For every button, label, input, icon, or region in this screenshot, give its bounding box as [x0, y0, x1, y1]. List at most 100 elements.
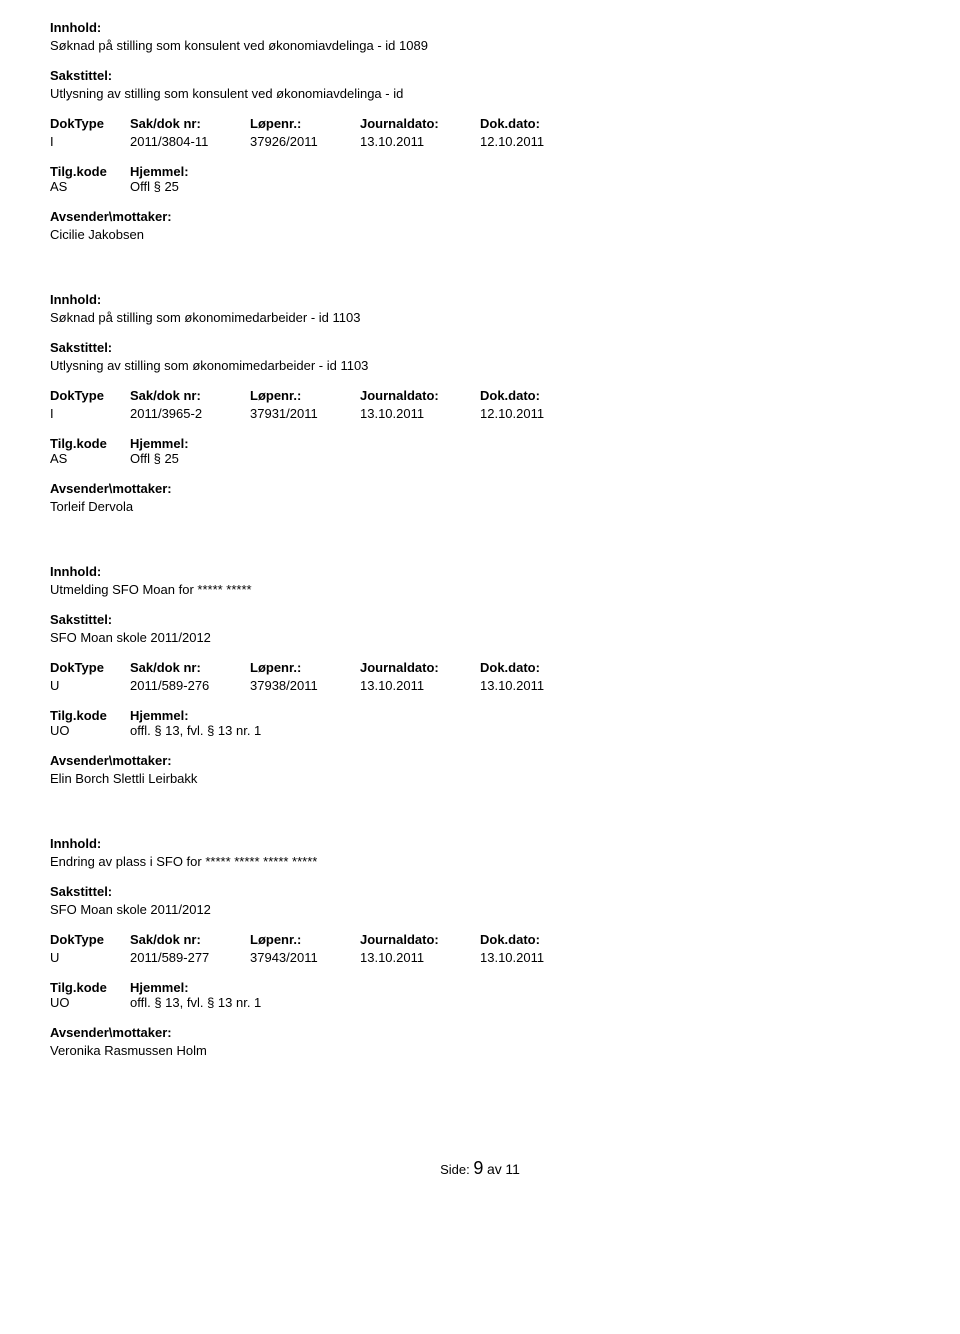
doktype-header: DokType — [50, 660, 130, 675]
hjemmel-value: offl. § 13, fvl. § 13 nr. 1 — [130, 723, 261, 738]
sakstittel-label: Sakstittel: — [50, 340, 910, 355]
avsender-label: Avsender\mottaker: — [50, 753, 910, 768]
tilgkode-header: Tilg.kode — [50, 436, 130, 451]
tilgkode-value: AS — [50, 451, 130, 466]
saknr-header: Sak/dok nr: — [130, 932, 250, 947]
innhold-label: Innhold: — [50, 836, 910, 851]
sakstittel-label: Sakstittel: — [50, 612, 910, 627]
tilgkode-header: Tilg.kode — [50, 708, 130, 723]
doktype-value: U — [50, 950, 130, 965]
columns-row: U 2011/589-276 37938/2011 13.10.2011 13.… — [50, 678, 910, 693]
journaldato-value: 13.10.2011 — [360, 134, 480, 149]
columns-row: I 2011/3804-11 37926/2011 13.10.2011 12.… — [50, 134, 910, 149]
dokdato-header: Dok.dato: — [480, 932, 590, 947]
saknr-header: Sak/dok nr: — [130, 388, 250, 403]
lopenr-header: Løpenr.: — [250, 932, 360, 947]
tilg-header: Tilg.kode Hjemmel: — [50, 980, 910, 995]
columns-header: DokType Sak/dok nr: Løpenr.: Journaldato… — [50, 388, 910, 403]
saknr-value: 2011/589-276 — [130, 678, 250, 693]
innhold-label: Innhold: — [50, 20, 910, 35]
lopenr-value: 37938/2011 — [250, 678, 360, 693]
hjemmel-value: Offl § 25 — [130, 179, 179, 194]
tilg-row: AS Offl § 25 — [50, 451, 910, 466]
columns-header: DokType Sak/dok nr: Løpenr.: Journaldato… — [50, 660, 910, 675]
dokdato-value: 12.10.2011 — [480, 406, 590, 421]
sakstittel-label: Sakstittel: — [50, 884, 910, 899]
avsender-value: Elin Borch Slettli Leirbakk — [50, 771, 910, 786]
lopenr-header: Løpenr.: — [250, 116, 360, 131]
lopenr-header: Løpenr.: — [250, 660, 360, 675]
lopenr-header: Løpenr.: — [250, 388, 360, 403]
tilg-header: Tilg.kode Hjemmel: — [50, 708, 910, 723]
doktype-value: I — [50, 406, 130, 421]
hjemmel-value: offl. § 13, fvl. § 13 nr. 1 — [130, 995, 261, 1010]
saknr-header: Sak/dok nr: — [130, 660, 250, 675]
record-3: Innhold: Utmelding SFO Moan for ***** **… — [50, 564, 910, 786]
tilgkode-header: Tilg.kode — [50, 980, 130, 995]
avsender-value: Torleif Dervola — [50, 499, 910, 514]
tilgkode-value: UO — [50, 723, 130, 738]
innhold-value: Søknad på stilling som konsulent ved øko… — [50, 38, 910, 53]
dokdato-value: 12.10.2011 — [480, 134, 590, 149]
journaldato-value: 13.10.2011 — [360, 406, 480, 421]
lopenr-value: 37943/2011 — [250, 950, 360, 965]
tilgkode-value: AS — [50, 179, 130, 194]
sakstittel-value: Utlysning av stilling som økonomimedarbe… — [50, 358, 910, 373]
journaldato-header: Journaldato: — [360, 116, 480, 131]
record-1: Innhold: Søknad på stilling som konsulen… — [50, 20, 910, 242]
footer-total-pages: 11 — [505, 1161, 520, 1177]
footer-av-label: av — [487, 1161, 502, 1177]
saknr-value: 2011/589-277 — [130, 950, 250, 965]
tilg-header: Tilg.kode Hjemmel: — [50, 436, 910, 451]
lopenr-value: 37926/2011 — [250, 134, 360, 149]
dokdato-value: 13.10.2011 — [480, 678, 590, 693]
tilgkode-header: Tilg.kode — [50, 164, 130, 179]
hjemmel-header: Hjemmel: — [130, 164, 189, 179]
innhold-value: Endring av plass i SFO for ***** ***** *… — [50, 854, 910, 869]
journaldato-value: 13.10.2011 — [360, 950, 480, 965]
dokdato-header: Dok.dato: — [480, 388, 590, 403]
saknr-value: 2011/3965-2 — [130, 406, 250, 421]
avsender-label: Avsender\mottaker: — [50, 1025, 910, 1040]
footer-side-label: Side: — [440, 1162, 470, 1177]
columns-header: DokType Sak/dok nr: Løpenr.: Journaldato… — [50, 932, 910, 947]
sakstittel-value: Utlysning av stilling som konsulent ved … — [50, 86, 910, 101]
tilg-row: AS Offl § 25 — [50, 179, 910, 194]
journaldato-header: Journaldato: — [360, 388, 480, 403]
saknr-value: 2011/3804-11 — [130, 134, 250, 149]
dokdato-header: Dok.dato: — [480, 660, 590, 675]
dokdato-header: Dok.dato: — [480, 116, 590, 131]
dokdato-value: 13.10.2011 — [480, 950, 590, 965]
doktype-header: DokType — [50, 116, 130, 131]
tilg-row: UO offl. § 13, fvl. § 13 nr. 1 — [50, 995, 910, 1010]
avsender-label: Avsender\mottaker: — [50, 209, 910, 224]
avsender-value: Cicilie Jakobsen — [50, 227, 910, 242]
innhold-label: Innhold: — [50, 564, 910, 579]
doktype-header: DokType — [50, 388, 130, 403]
record-2: Innhold: Søknad på stilling som økonomim… — [50, 292, 910, 514]
sakstittel-value: SFO Moan skole 2011/2012 — [50, 630, 910, 645]
lopenr-value: 37931/2011 — [250, 406, 360, 421]
hjemmel-header: Hjemmel: — [130, 436, 189, 451]
journaldato-header: Journaldato: — [360, 660, 480, 675]
hjemmel-value: Offl § 25 — [130, 451, 179, 466]
record-4: Innhold: Endring av plass i SFO for ****… — [50, 836, 910, 1058]
tilgkode-value: UO — [50, 995, 130, 1010]
innhold-value: Utmelding SFO Moan for ***** ***** — [50, 582, 910, 597]
hjemmel-header: Hjemmel: — [130, 708, 189, 723]
avsender-label: Avsender\mottaker: — [50, 481, 910, 496]
hjemmel-header: Hjemmel: — [130, 980, 189, 995]
columns-row: I 2011/3965-2 37931/2011 13.10.2011 12.1… — [50, 406, 910, 421]
journaldato-value: 13.10.2011 — [360, 678, 480, 693]
page-footer: Side: 9 av 11 — [50, 1158, 910, 1179]
sakstittel-value: SFO Moan skole 2011/2012 — [50, 902, 910, 917]
doktype-value: I — [50, 134, 130, 149]
sakstittel-label: Sakstittel: — [50, 68, 910, 83]
saknr-header: Sak/dok nr: — [130, 116, 250, 131]
innhold-label: Innhold: — [50, 292, 910, 307]
tilg-row: UO offl. § 13, fvl. § 13 nr. 1 — [50, 723, 910, 738]
tilg-header: Tilg.kode Hjemmel: — [50, 164, 910, 179]
doktype-header: DokType — [50, 932, 130, 947]
doktype-value: U — [50, 678, 130, 693]
innhold-value: Søknad på stilling som økonomimedarbeide… — [50, 310, 910, 325]
